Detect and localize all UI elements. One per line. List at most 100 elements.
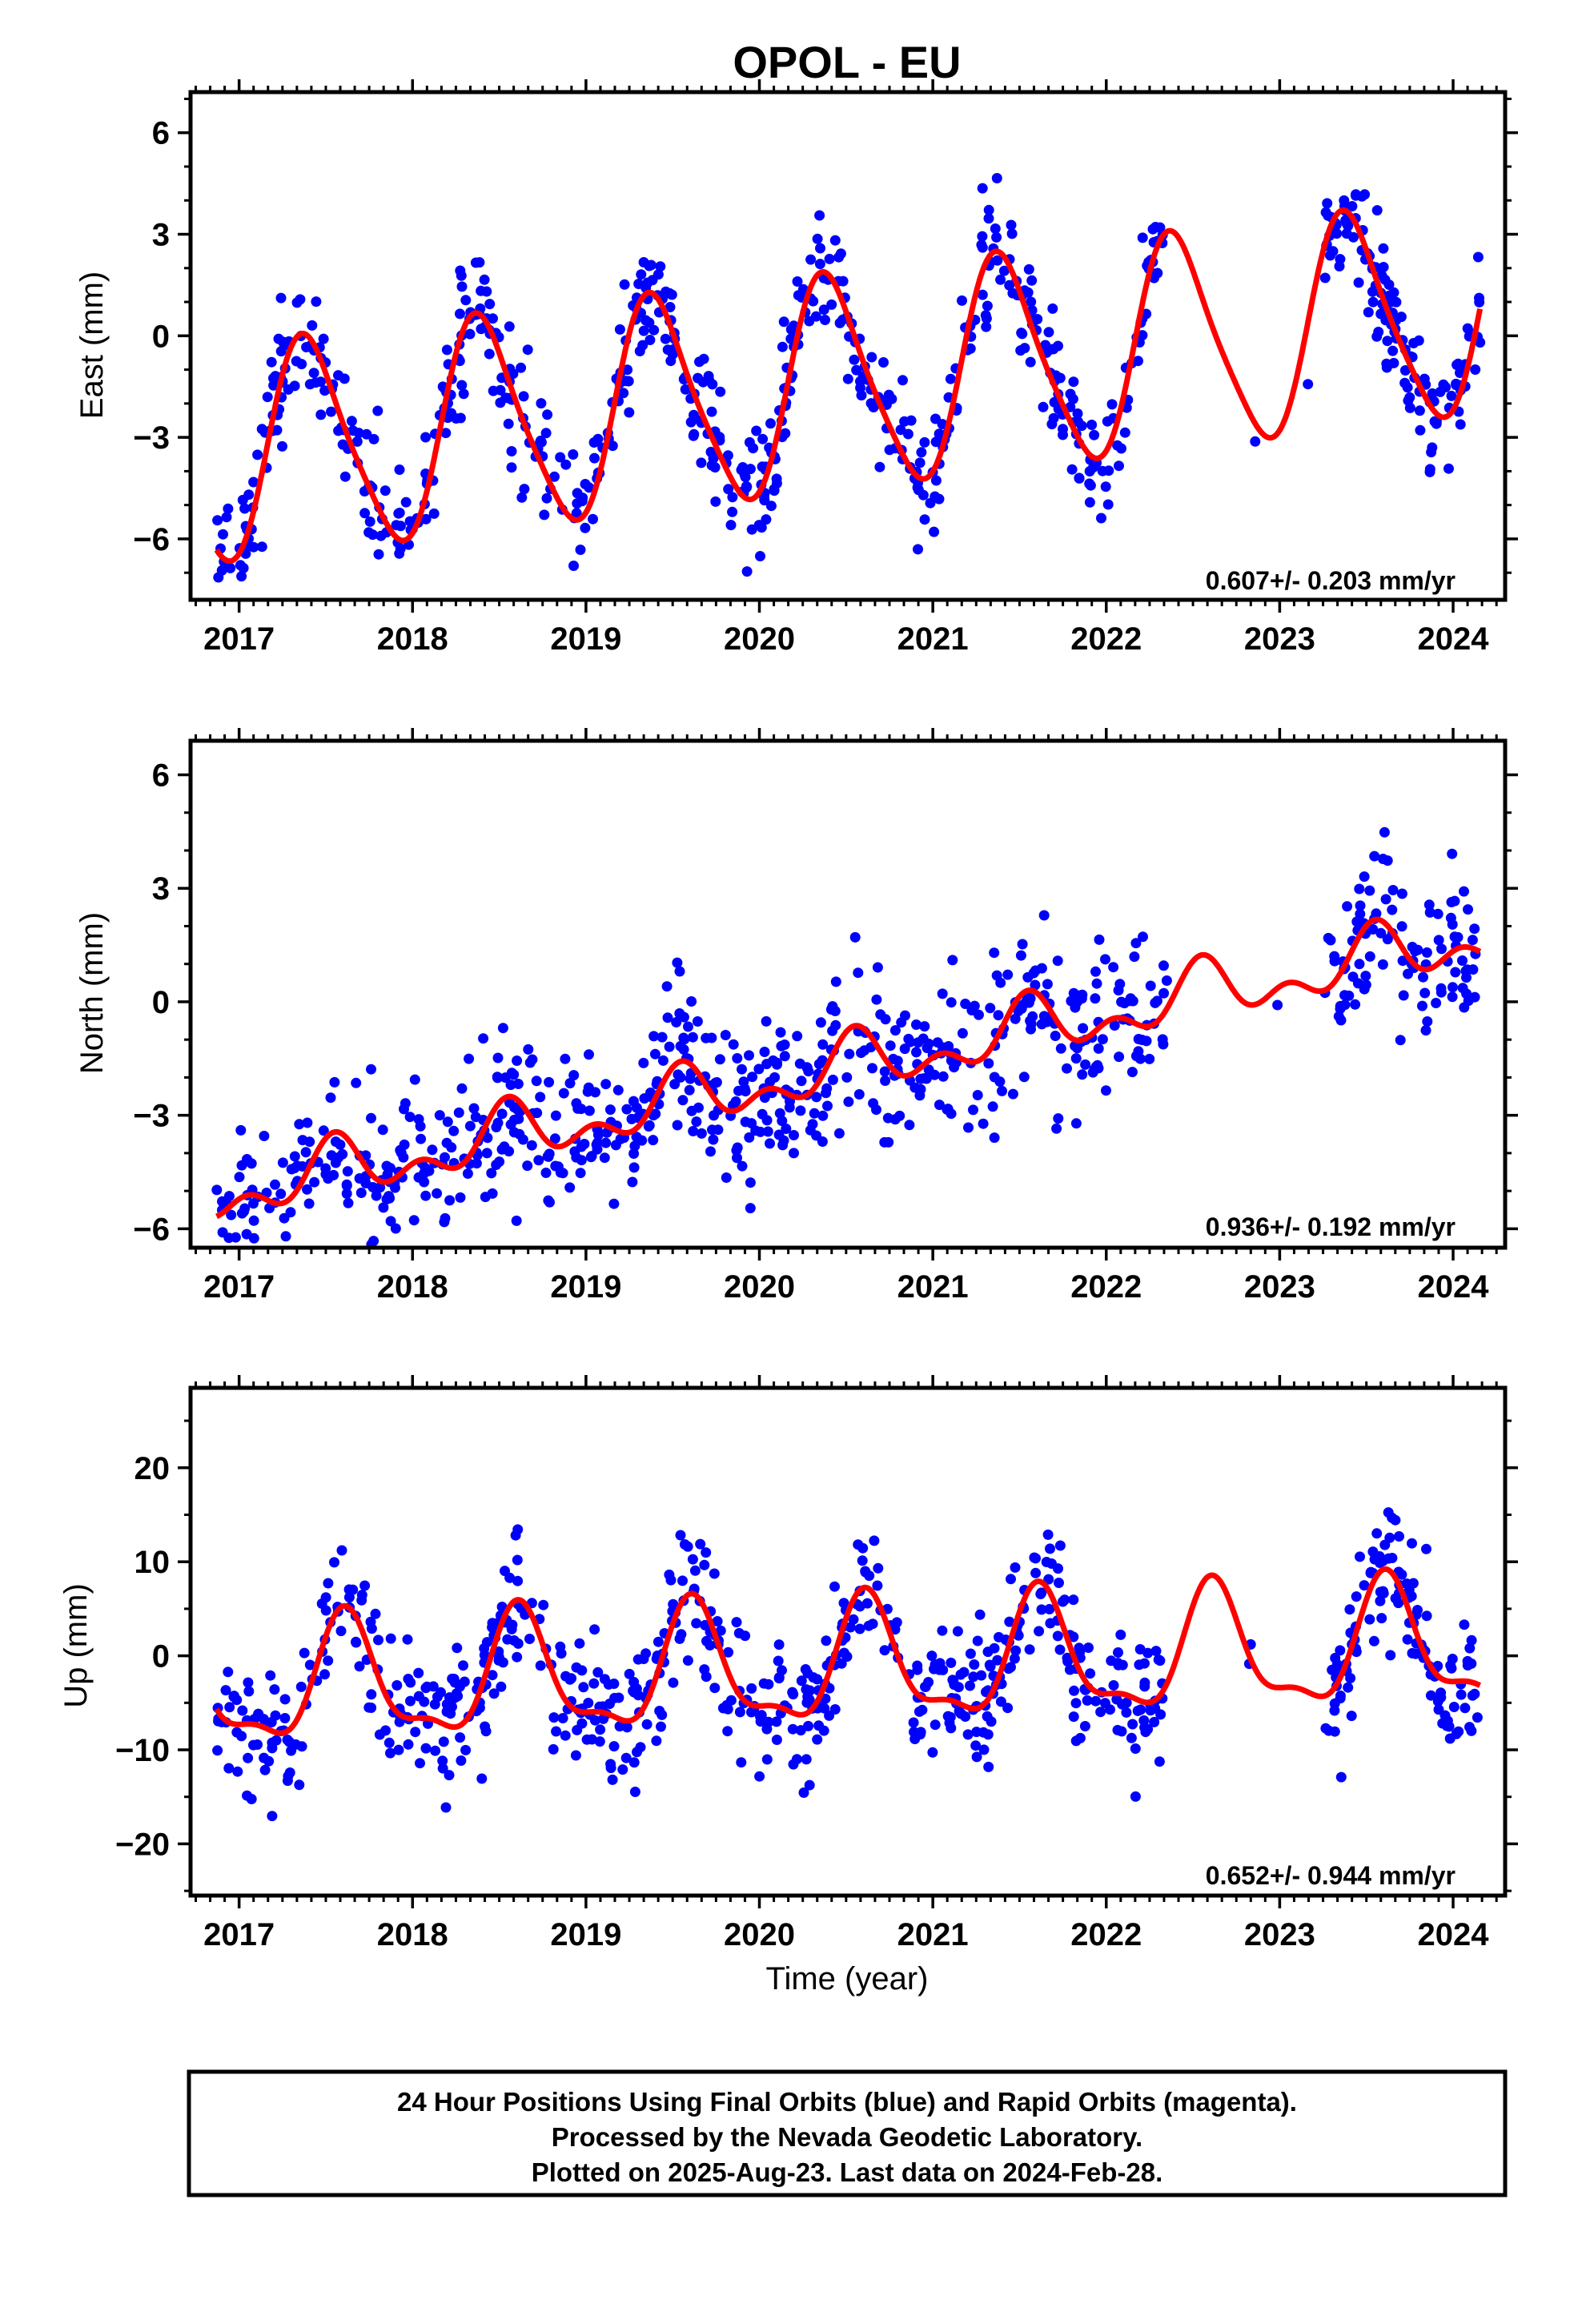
east-data-point	[363, 527, 375, 538]
north-data-point	[830, 976, 841, 987]
east-data-point	[1067, 393, 1078, 404]
up-data-point	[969, 1659, 980, 1670]
north-y-tick-label: 3	[152, 871, 170, 907]
east-panel: 2017 2018 2019 2020 2021 2022 2023 2024−6−3036 …	[74, 79, 1518, 657]
north-data-point	[1457, 955, 1468, 966]
up-data-point	[535, 1660, 546, 1671]
north-data-point	[937, 988, 948, 999]
east-data-point	[913, 544, 923, 555]
up-data-point	[480, 1726, 492, 1737]
north-data-point	[811, 1092, 822, 1103]
north-data-point	[419, 1176, 430, 1188]
up-data-point	[319, 1669, 331, 1680]
north-data-point	[1093, 1063, 1104, 1074]
north-data-point	[1050, 1031, 1061, 1041]
north-data-point	[1051, 1123, 1062, 1134]
up-data-point	[1459, 1619, 1470, 1630]
up-data-point	[286, 1745, 297, 1756]
north-data-point	[769, 1072, 781, 1083]
up-data-point	[1407, 1538, 1417, 1549]
east-data-point	[761, 514, 772, 525]
north-data-point	[464, 1120, 476, 1132]
up-data-point	[617, 1764, 628, 1775]
east-data-point	[1058, 424, 1068, 435]
up-data-point	[294, 1779, 305, 1791]
up-data-point	[989, 1642, 1000, 1654]
east-data-point	[1048, 344, 1059, 355]
up-data-point	[733, 1627, 745, 1638]
up-data-point	[709, 1683, 721, 1694]
up-data-point	[252, 1739, 263, 1750]
north-data-point	[805, 1124, 816, 1136]
north-data-point	[416, 1133, 427, 1144]
up-data-point	[621, 1722, 632, 1733]
up-data-point	[1365, 1566, 1376, 1578]
north-data-point	[750, 1125, 761, 1136]
north-data-point	[1360, 971, 1371, 982]
up-data-point	[1379, 1539, 1391, 1550]
east-data-point	[275, 346, 287, 357]
north-data-point	[1447, 848, 1458, 859]
north-data-point	[1109, 1020, 1120, 1031]
east-data-point	[1419, 373, 1430, 384]
north-data-point	[576, 1155, 587, 1166]
up-data-point	[891, 1617, 902, 1628]
up-data-point	[930, 1719, 941, 1731]
north-data-point	[371, 1190, 382, 1201]
up-data-point	[351, 1637, 362, 1648]
north-data-point	[713, 1124, 724, 1136]
east-data-point	[308, 368, 319, 379]
north-data-point	[621, 1104, 632, 1115]
up-data-point	[761, 1754, 773, 1765]
east-data-point	[981, 321, 992, 332]
north-data-point	[833, 1128, 845, 1139]
up-data-point	[677, 1575, 688, 1586]
north-data-point	[419, 1168, 430, 1179]
east-data-point	[815, 243, 825, 254]
north-data-point	[415, 1120, 426, 1132]
north-data-point	[226, 1209, 237, 1220]
north-data-point	[510, 1102, 521, 1113]
east-data-point	[506, 446, 517, 456]
east-data-point	[333, 370, 343, 381]
north-data-point	[732, 1053, 743, 1063]
east-data-point	[1334, 261, 1345, 271]
east-data-point	[277, 440, 287, 452]
east-data-point	[715, 386, 726, 397]
north-data-point	[627, 1176, 638, 1188]
up-data-point	[1041, 1557, 1052, 1567]
up-data-point	[1095, 1707, 1106, 1718]
north-data-point	[696, 1128, 707, 1139]
north-data-point	[777, 1140, 789, 1151]
up-data-point	[691, 1618, 702, 1629]
east-data-point	[990, 223, 1001, 234]
north-data-point	[821, 1088, 832, 1099]
east-data-point	[221, 512, 232, 523]
east-x-tick-label: 2018	[377, 621, 448, 657]
north-data-point	[351, 1077, 362, 1088]
north-data-point	[1375, 927, 1387, 939]
up-data-point	[620, 1752, 632, 1763]
east-data-point	[307, 320, 318, 331]
north-data-point	[277, 1157, 288, 1168]
up-data-point	[652, 1636, 664, 1647]
east-data-point	[373, 549, 384, 560]
east-data-point	[1424, 466, 1435, 477]
east-data-point	[757, 461, 768, 472]
north-x-tick-label: 2023	[1244, 1269, 1315, 1305]
east-data-point	[1367, 286, 1378, 297]
north-data-point	[1436, 943, 1447, 955]
up-data-point	[232, 1766, 243, 1777]
east-data-point	[549, 471, 560, 482]
east-data-point	[1414, 405, 1425, 416]
up-data-point	[402, 1634, 413, 1645]
east-data-point	[440, 428, 452, 439]
north-data-point	[478, 1033, 489, 1044]
north-data-point	[1130, 938, 1142, 949]
up-data-point	[385, 1633, 396, 1644]
up-data-point	[1140, 1727, 1151, 1738]
up-data-point	[1126, 1732, 1137, 1743]
east-data-point	[1048, 412, 1059, 424]
north-data-point	[1355, 908, 1366, 919]
up-data-point	[635, 1742, 646, 1753]
